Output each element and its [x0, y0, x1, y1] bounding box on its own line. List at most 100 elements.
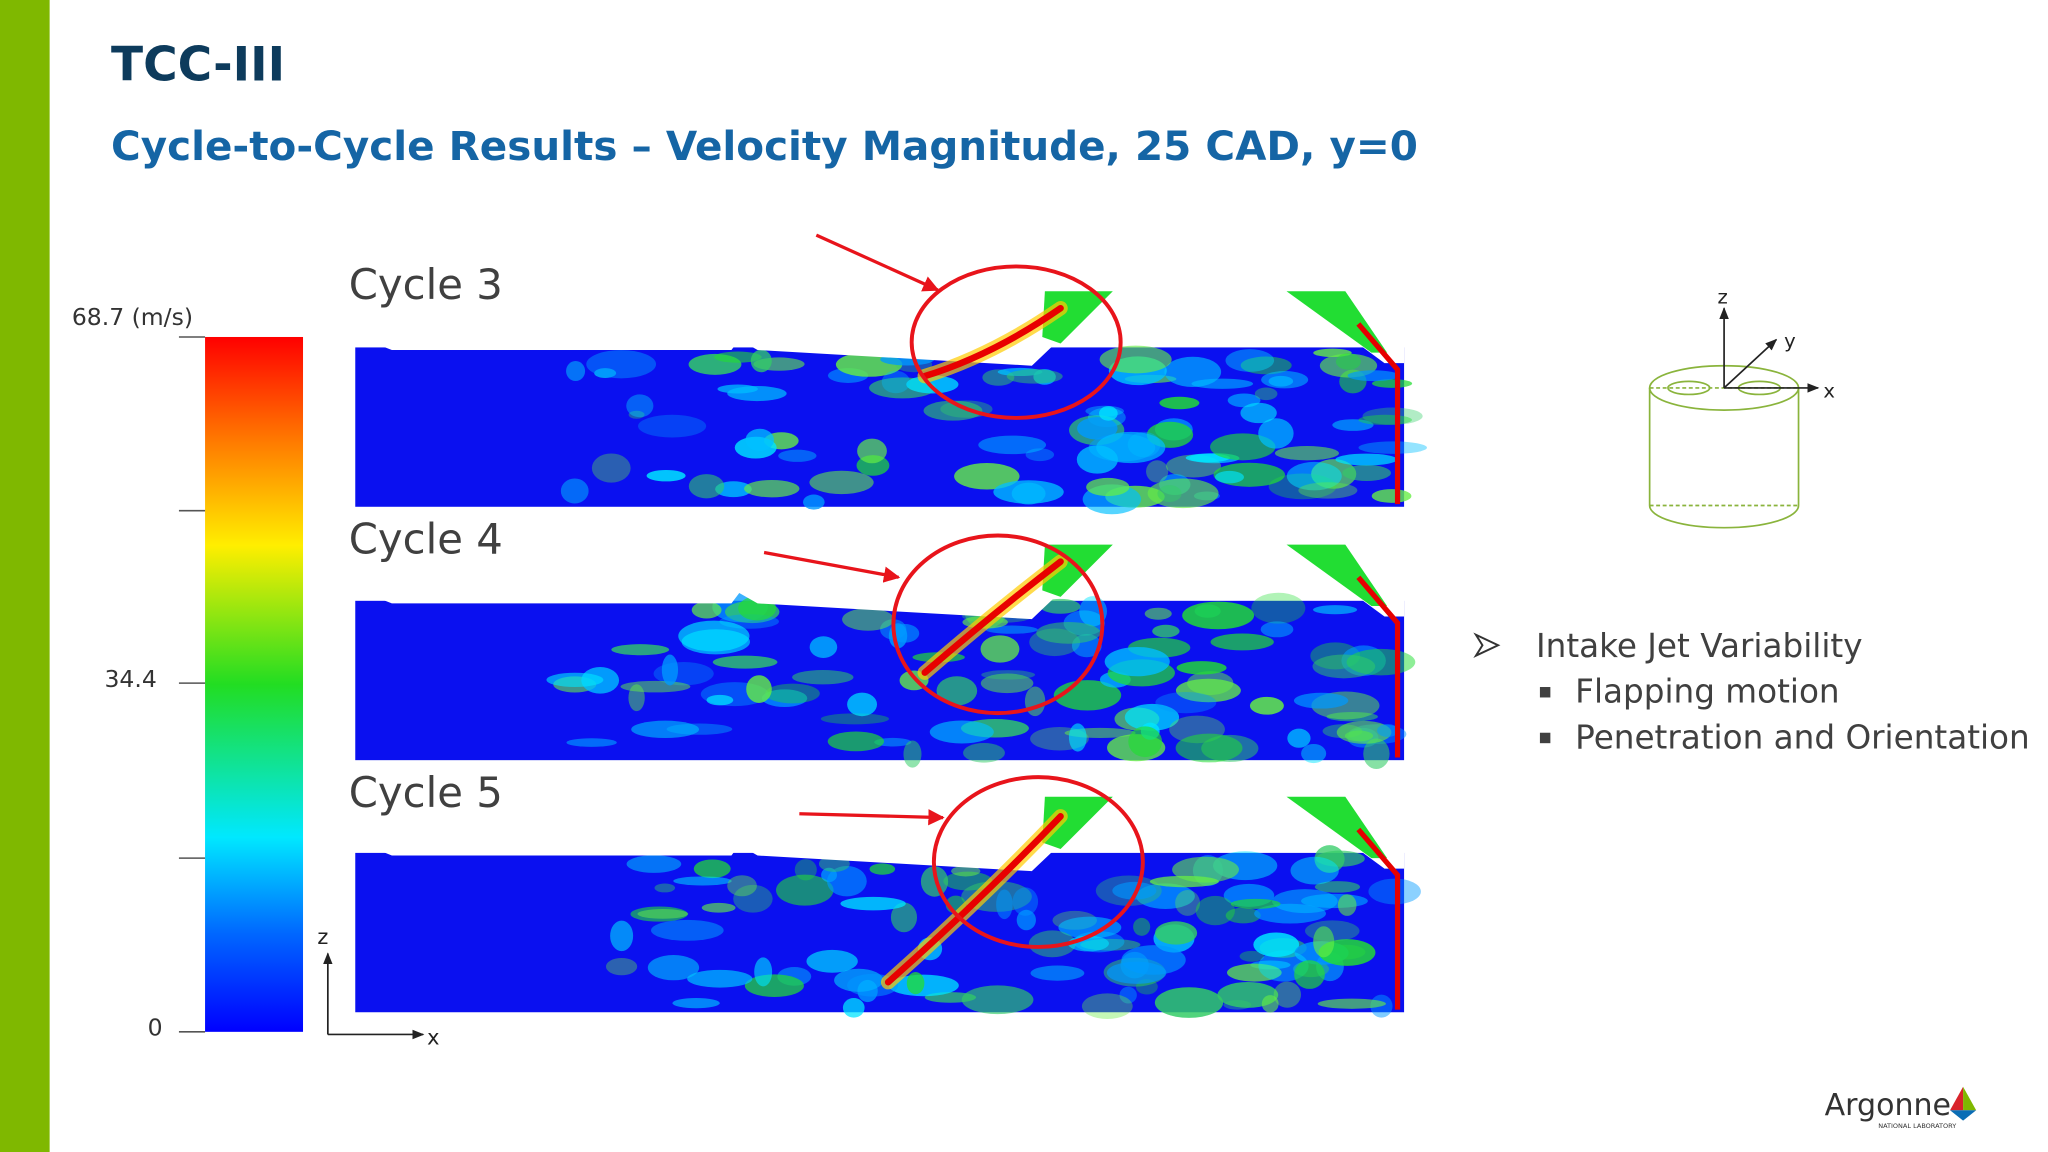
- flow-blob: [1347, 370, 1400, 382]
- flow-blob: [881, 370, 911, 394]
- flow-blob: [1030, 965, 1085, 981]
- highlight-arrow: [815, 233, 940, 292]
- flow-blob: [1371, 379, 1413, 388]
- flow-blob: [712, 655, 778, 669]
- flow-blob: [778, 449, 817, 462]
- flow-blob: [1239, 950, 1265, 962]
- flow-blob: [1371, 489, 1412, 503]
- intake-jet: [921, 558, 1064, 676]
- flow-blob: [951, 865, 981, 877]
- flow-blob: [1363, 738, 1390, 770]
- flow-blob: [754, 957, 773, 987]
- flow-blob: [1273, 981, 1302, 1008]
- diagram-z: z: [1718, 285, 1728, 308]
- flow-blob: [1240, 402, 1277, 424]
- flow-blob: [1335, 453, 1398, 466]
- panel-axes: [323, 952, 425, 1040]
- diagram-x: x: [1823, 379, 1835, 402]
- flow-blob: [985, 625, 1038, 634]
- valve-seat: [1286, 291, 1388, 353]
- flow-structures: [546, 591, 1416, 770]
- highlight-arrow: [799, 809, 945, 826]
- flow-blob: [981, 670, 1036, 680]
- flow-blob: [1298, 482, 1358, 499]
- cycle-label: Cycle 5: [349, 768, 503, 817]
- flow-blob: [687, 969, 753, 988]
- flow-blob: [1274, 446, 1339, 461]
- cfd-panel: Cycle 4: [349, 515, 1416, 770]
- colorbar-max: 68.7 (m/s): [72, 303, 193, 331]
- flow-blob: [605, 957, 638, 976]
- colorbar-min: 0: [148, 1014, 163, 1042]
- flow-blob: [1099, 345, 1172, 374]
- flow-blob: [1368, 878, 1421, 905]
- flow-blob: [1025, 448, 1055, 462]
- flow-blob: [903, 740, 922, 768]
- flow-blob: [794, 859, 817, 881]
- flow-blob: [630, 906, 688, 922]
- flow-blob: [961, 985, 1034, 1015]
- flow-blob: [923, 400, 983, 421]
- flow-blob: [906, 972, 925, 995]
- flow-blob: [661, 654, 679, 686]
- flow-blob: [929, 720, 994, 744]
- flow-blob: [1176, 661, 1227, 675]
- flow-blob: [842, 608, 894, 631]
- bullet-sub: Penetration and Orientation: [1575, 718, 2030, 756]
- flow-blob: [963, 743, 1005, 763]
- flow-blob: [1012, 887, 1039, 916]
- flow-blob: [1128, 726, 1163, 758]
- flow-blob: [1104, 646, 1170, 677]
- flow-blob: [672, 998, 720, 1009]
- flow-blob: [638, 414, 707, 438]
- flow-blob: [1227, 963, 1282, 982]
- flow-blob: [820, 713, 889, 725]
- flow-blob: [806, 949, 858, 973]
- diagram-axes: [1719, 307, 1820, 393]
- intake-jet: [921, 304, 1064, 380]
- flow-blob: [727, 875, 757, 897]
- flow-blob: [1294, 960, 1325, 989]
- accent-bar: [0, 0, 50, 1152]
- slide-title: TCC-III: [111, 37, 285, 92]
- flow-blob: [678, 620, 750, 652]
- flow-structures: [560, 345, 1427, 515]
- flow-blob: [1225, 349, 1275, 372]
- flow-blob: [1336, 720, 1392, 744]
- flow-blob: [647, 955, 700, 981]
- flow-blob: [646, 469, 686, 482]
- exhaust-jet: [1356, 322, 1401, 505]
- diagram-y: y: [1784, 330, 1796, 353]
- flow-blob: [803, 494, 825, 510]
- flow-blob: [744, 974, 804, 998]
- cylinder-head: [355, 284, 1405, 366]
- flow-blob: [1313, 926, 1335, 958]
- flow-blob: [1335, 353, 1361, 370]
- flow-blob: [628, 410, 645, 419]
- flow-blob: [628, 684, 645, 712]
- flow-blob: [1144, 607, 1172, 620]
- cfd-panel: Cycle 5: [349, 768, 1421, 1020]
- flow-blob: [761, 689, 808, 708]
- flow-blob: [560, 478, 589, 504]
- flow-blob: [1133, 917, 1151, 936]
- flow-blob: [792, 670, 854, 685]
- flow-blob: [1154, 987, 1224, 1018]
- colorbar-ticks: [178, 336, 206, 1033]
- flow-blob: [1249, 696, 1284, 715]
- flow-blob: [1293, 692, 1349, 709]
- flow-blob: [666, 723, 733, 735]
- flow-blob: [1081, 993, 1133, 1020]
- flow-blob: [750, 349, 772, 373]
- flow-blob: [809, 636, 838, 658]
- flow-blob: [1152, 624, 1180, 638]
- flow-blob: [1258, 418, 1294, 449]
- flow-blob: [1127, 431, 1161, 458]
- flow-blob: [996, 889, 1013, 920]
- flow-blob: [1315, 850, 1365, 867]
- cylinder-diagram: [1648, 364, 1800, 529]
- flow-blob: [1332, 419, 1374, 431]
- flow-blob: [857, 438, 887, 464]
- flow-blob: [610, 920, 634, 952]
